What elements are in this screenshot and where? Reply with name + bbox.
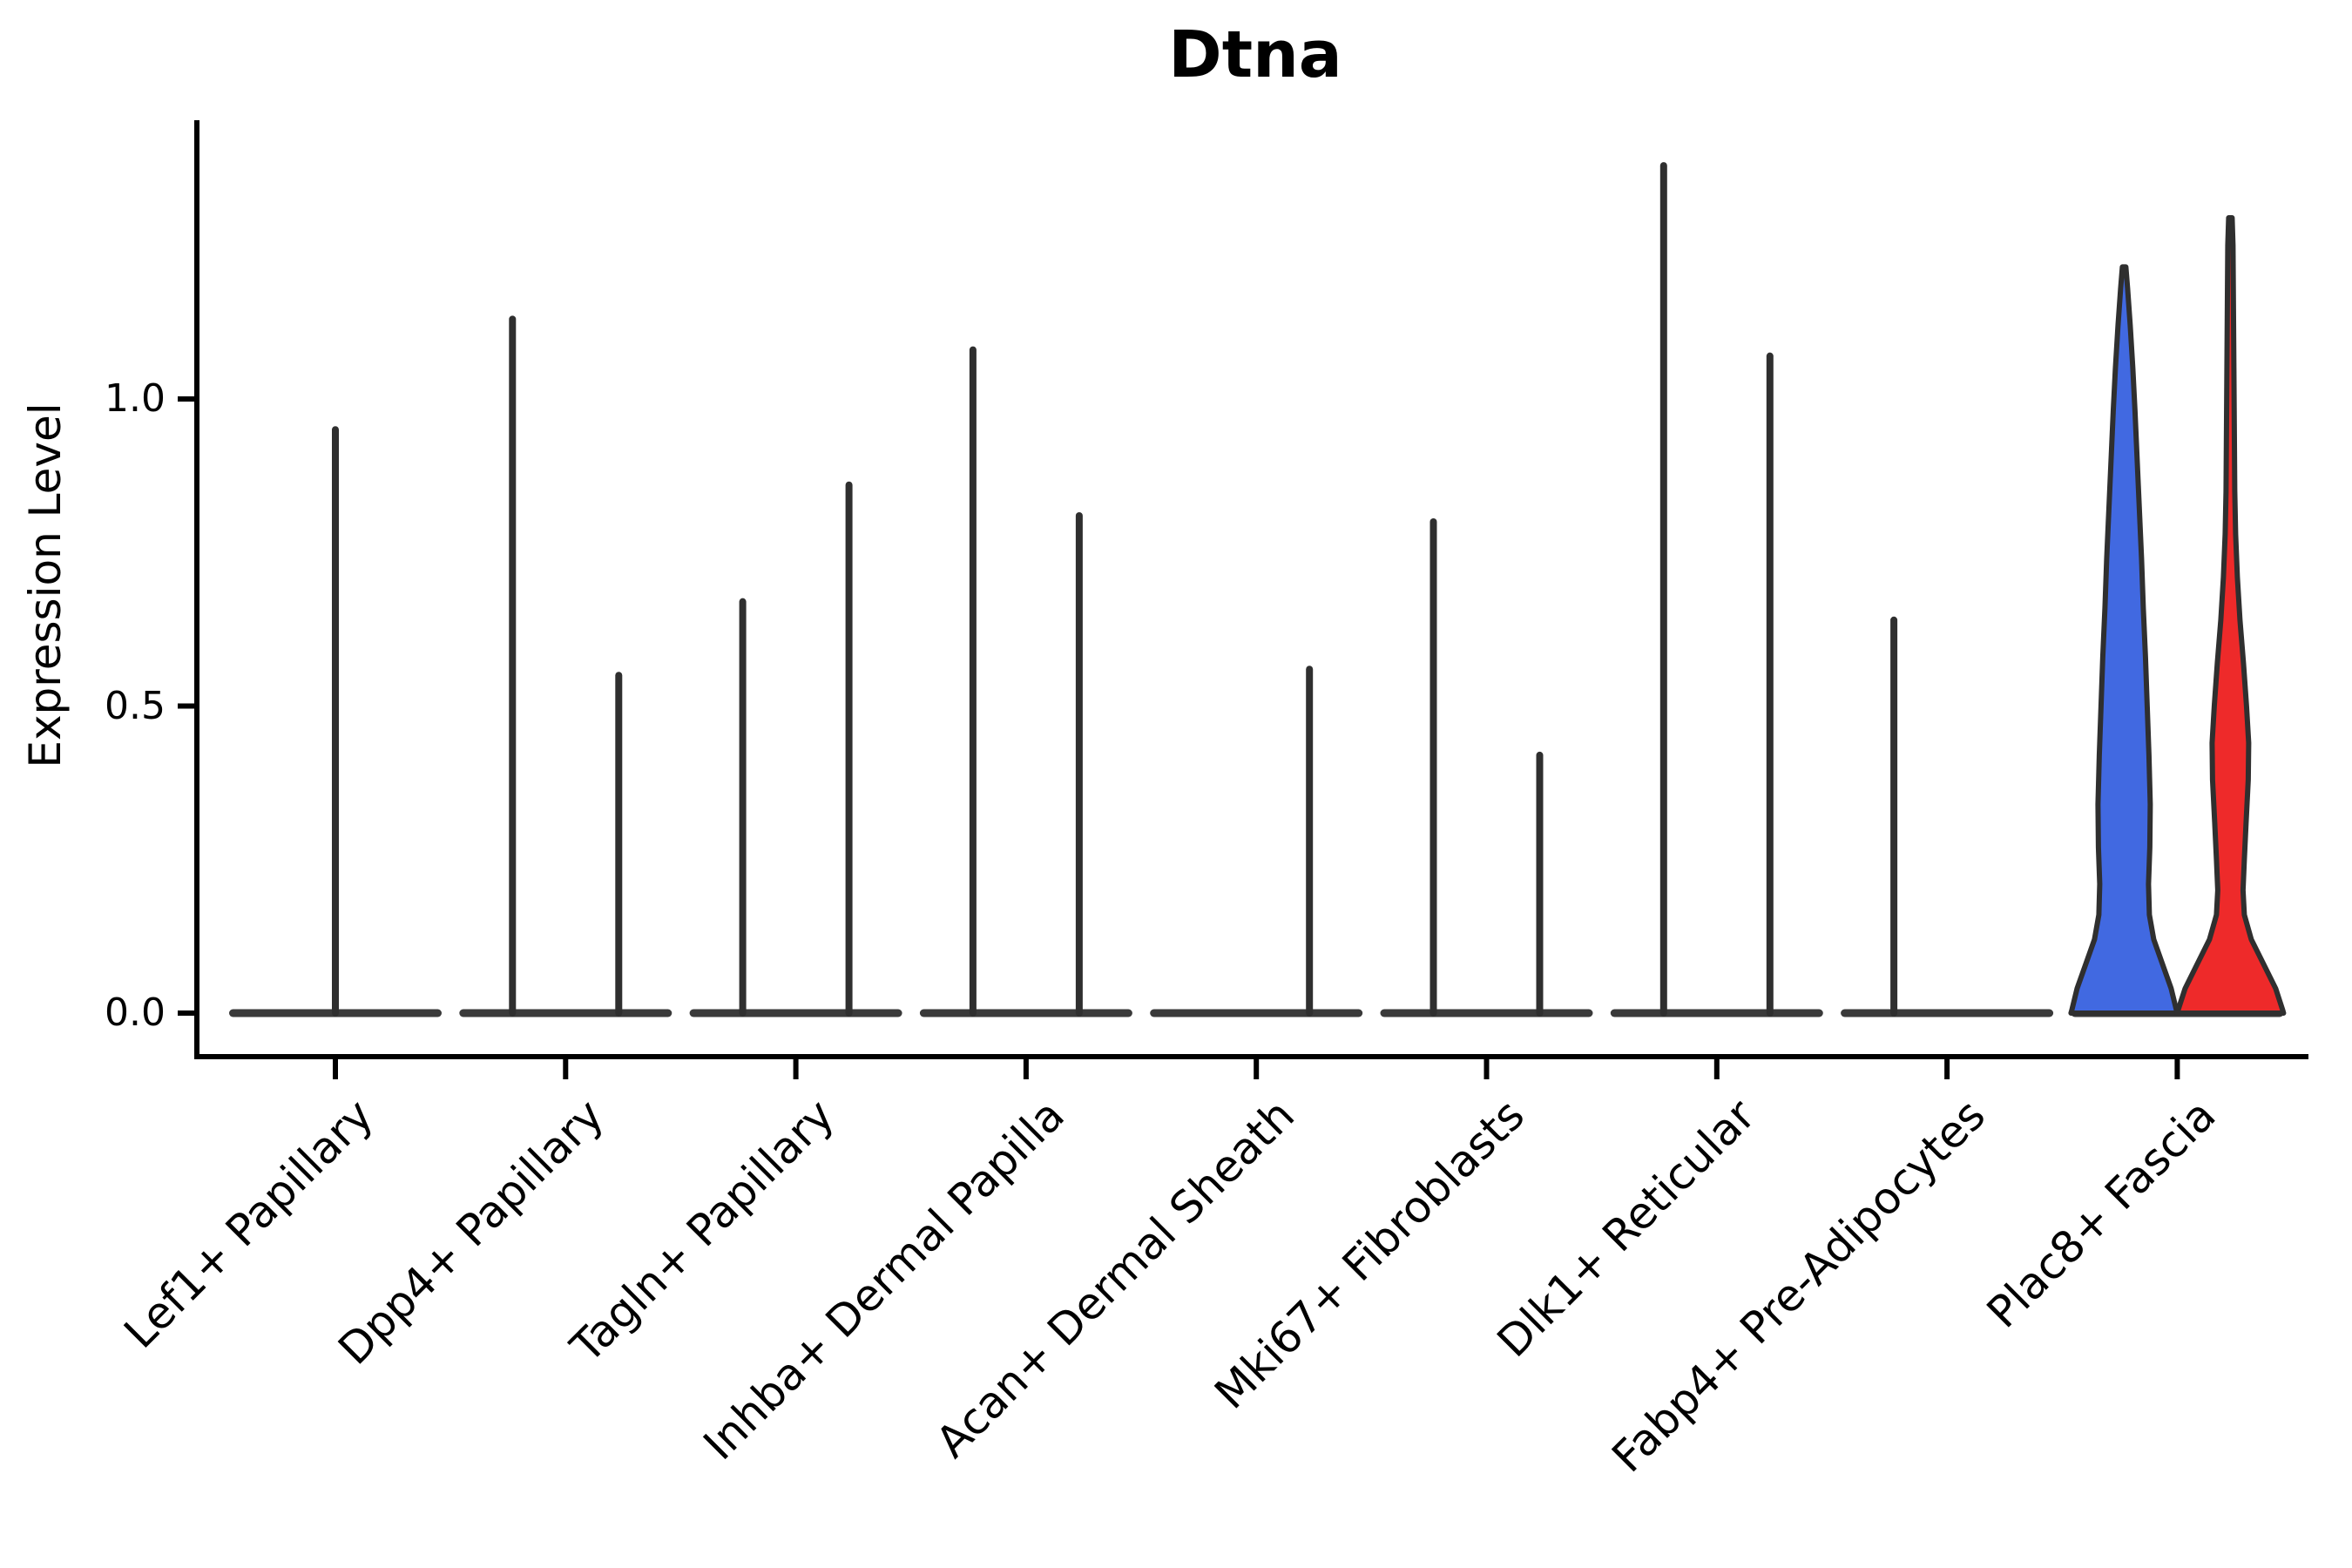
violin-baseline (1841, 1009, 2054, 1017)
violin-baseline (689, 1009, 902, 1017)
violin-baseline (1610, 1009, 1823, 1017)
violin-filled (2174, 215, 2287, 1016)
y-tick-label: 0.0 (105, 990, 166, 1035)
violin-baseline (919, 1009, 1132, 1017)
y-tick-label: 1.0 (105, 376, 166, 421)
y-tick-label: 0.5 (105, 683, 166, 728)
chart-title: Dtna (1168, 17, 1342, 92)
violin-filled (2068, 264, 2180, 1016)
violin-baseline (459, 1009, 672, 1017)
violin-baseline (1150, 1009, 1363, 1017)
violin-baseline (1380, 1009, 1593, 1017)
